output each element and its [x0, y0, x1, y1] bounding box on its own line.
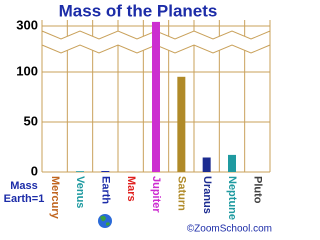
earth-icon	[98, 214, 112, 228]
x-tick-label: Mars	[125, 176, 137, 202]
chart-title: Mass of the Planets	[59, 1, 218, 20]
y-tick-label: 0	[31, 163, 38, 178]
bar	[76, 171, 84, 172]
y-label: Earth=1	[4, 193, 45, 205]
x-tick-label: Pluto	[251, 176, 263, 204]
x-tick-label: Uranus	[201, 176, 213, 214]
x-tick-label: Saturn	[175, 176, 187, 211]
bar	[202, 157, 211, 172]
bar	[152, 21, 160, 172]
bar	[101, 171, 110, 172]
chart: Mass of the Planets Mass Earth=1 ©ZoomSc…	[4, 1, 272, 235]
y-tick-label: 100	[16, 63, 38, 78]
x-tick-label: Neptune	[226, 176, 238, 220]
bar	[177, 76, 186, 172]
bar	[228, 154, 236, 172]
y-tick-label: 300	[16, 17, 38, 32]
x-tick-label: Venus	[74, 176, 86, 208]
x-tick-label: Jupiter	[150, 176, 162, 213]
credit: ©ZoomSchool.com	[187, 224, 272, 235]
y-label: Mass	[10, 180, 38, 192]
x-tick-label: Mercury	[49, 176, 61, 220]
x-tick-label: Earth	[99, 176, 111, 204]
y-tick-label: 50	[24, 113, 38, 128]
